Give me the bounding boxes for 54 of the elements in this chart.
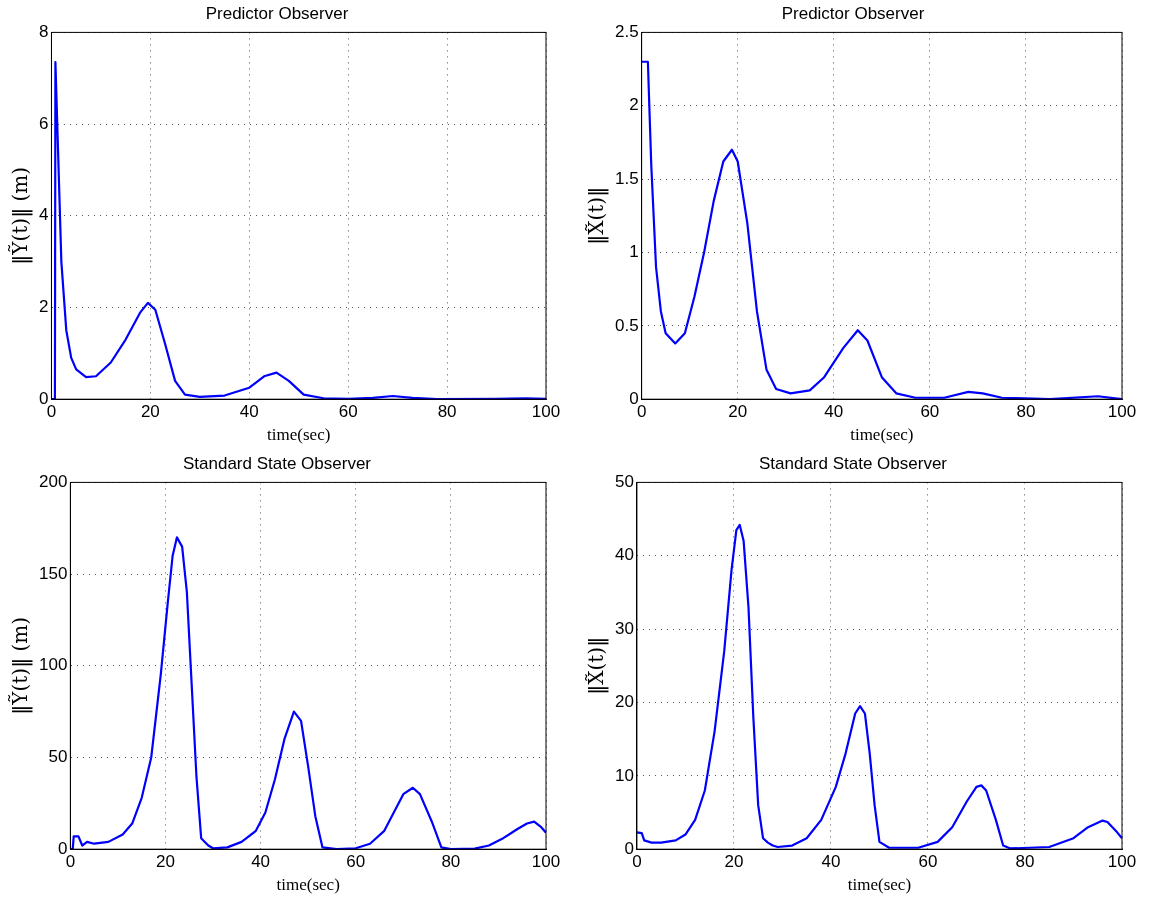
y-tick-label: 1.5 xyxy=(614,168,639,188)
y-tick-label: 10 xyxy=(614,765,634,785)
chart-title: Standard State Observer xyxy=(182,453,372,473)
x-tick-label: 60 xyxy=(918,852,938,872)
x-tick-label: 80 xyxy=(441,852,461,872)
y-axis-title: ‖X̃(t)‖ xyxy=(584,636,610,695)
x-tick-label: 60 xyxy=(346,852,366,872)
x-tick-label: 20 xyxy=(140,402,160,422)
y-tick-label: 100 xyxy=(38,655,68,675)
y-tick-label: 2 xyxy=(629,95,639,115)
y-tick-label: 0 xyxy=(38,388,49,408)
x-tick-label: 60 xyxy=(920,402,940,422)
y-tick-label: 20 xyxy=(614,692,634,712)
x-axis-title: time(sec) xyxy=(847,875,912,895)
x-tick-label: 80 xyxy=(437,402,457,422)
y-tick-label: 40 xyxy=(614,545,634,565)
chart-title: Predictor Observer xyxy=(781,3,925,23)
y-tick-label: 0 xyxy=(624,838,634,858)
y-tick-label: 0 xyxy=(629,388,639,408)
x-axis-title: time(sec) xyxy=(267,425,331,445)
y-tick-label: 50 xyxy=(614,472,634,492)
y-tick-label: 30 xyxy=(614,618,634,638)
x-tick-label: 20 xyxy=(728,402,748,422)
y-tick-label: 0.5 xyxy=(614,315,639,335)
x-tick-label: 40 xyxy=(251,852,271,872)
y-tick-label: 8 xyxy=(38,22,49,42)
y-tick-label: 200 xyxy=(38,472,68,492)
x-axis-title: time(sec) xyxy=(276,875,340,895)
chart-title: Predictor Observer xyxy=(205,3,349,23)
chart-title: Standard State Observer xyxy=(758,453,948,473)
y-tick-label: 150 xyxy=(38,563,68,583)
x-axis-title: time(sec) xyxy=(850,425,914,445)
x-tick-label: 100 xyxy=(531,402,561,422)
x-tick-label: 100 xyxy=(531,852,561,872)
y-tick-label: 6 xyxy=(38,113,49,133)
x-tick-label: 100 xyxy=(1107,402,1137,422)
y-tick-label: 1 xyxy=(629,242,639,262)
x-tick-label: 100 xyxy=(1107,852,1137,872)
x-tick-label: 40 xyxy=(824,402,844,422)
x-tick-label: 80 xyxy=(1016,402,1036,422)
y-axis-title: ‖Ỹ(t)‖ (m) xyxy=(8,616,34,715)
x-tick-label: 60 xyxy=(338,402,358,422)
x-tick-label: 20 xyxy=(724,852,744,872)
y-axis-title: ‖Ỹ(t)‖ (m) xyxy=(8,166,34,265)
y-tick-label: 2 xyxy=(38,297,49,317)
x-tick-label: 40 xyxy=(239,402,259,422)
y-tick-label: 50 xyxy=(48,747,68,767)
y-tick-label: 2.5 xyxy=(614,22,639,42)
y-tick-label: 4 xyxy=(38,205,49,225)
x-tick-label: 40 xyxy=(821,852,841,872)
y-tick-label: 0 xyxy=(57,838,68,858)
x-tick-label: 20 xyxy=(156,852,175,872)
x-tick-label: 80 xyxy=(1015,852,1035,872)
y-axis-title: ‖X̃(t)‖ xyxy=(584,186,610,245)
